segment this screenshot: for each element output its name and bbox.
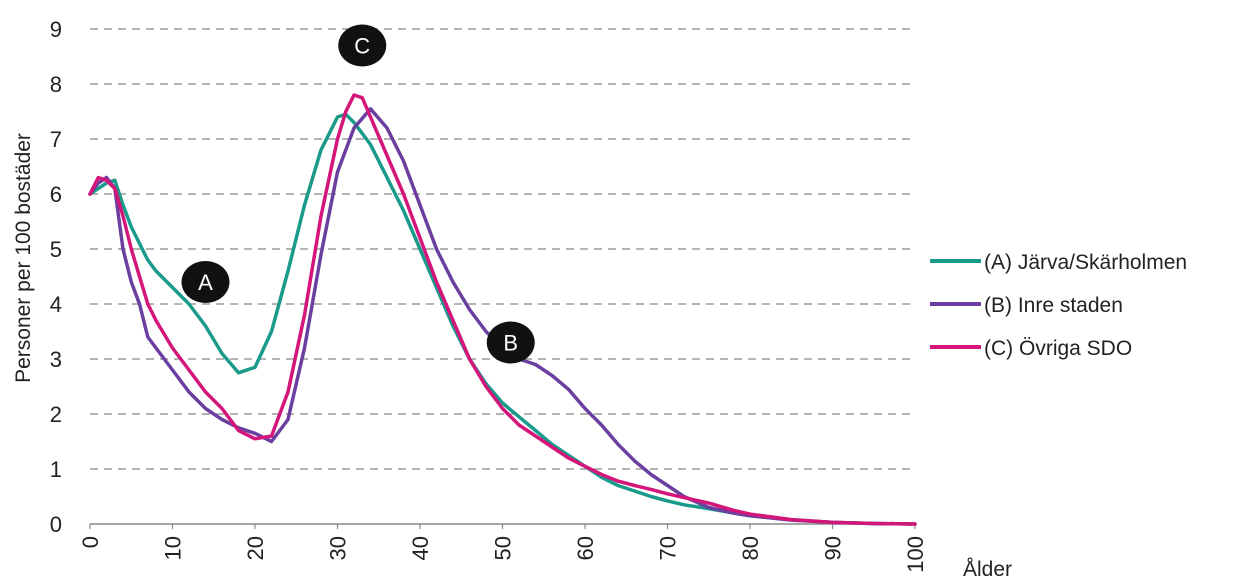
x-tick-labels: 0 10 20 30 40 50 60 70 80 90 100 [78,524,928,573]
series-line-c [88,93,917,526]
annotation-marker [181,261,230,303]
x-axis-title: Ålder [963,558,1012,581]
annotation-label: B [503,331,518,356]
grid-lines [90,28,915,470]
y-tick-label: 2 [50,402,62,427]
y-axis-title: Personer per 100 bostäder [12,133,35,383]
y-tick-label: 9 [50,17,62,42]
y-tick-label: 4 [50,292,62,317]
x-tick-label: 50 [491,536,516,560]
y-tick-label: 6 [50,182,62,207]
x-tick-label: 80 [738,536,763,560]
legend-label: (C) Övriga SDO [984,337,1132,360]
x-tick-label: 30 [326,536,351,560]
legend-label: (A) Järva/Skärholmen [984,251,1187,274]
x-tick-label: 90 [821,536,846,560]
annotation-label: A [198,270,213,295]
x-tick-label: 60 [573,536,598,560]
annotation-marker [486,321,535,364]
series-lines [88,93,917,526]
y-tick-label: 8 [50,72,62,97]
legend-label: (B) Inre staden [984,294,1123,317]
x-tick-label: 20 [243,536,268,560]
y-tick-label: 7 [50,127,62,152]
x-tick-label: 10 [161,536,186,560]
x-tick-label: 70 [656,536,681,560]
series-line-b [88,107,917,526]
legend: (A) Järva/Skärholmen (B) Inre staden (C) Ö… [930,251,1187,360]
x-tick-label: 100 [903,536,928,573]
series-line-a [88,112,917,526]
annotation-label: C [354,34,370,59]
y-tick-label: 5 [50,237,62,262]
y-tick-label: 0 [50,512,62,537]
x-tick-label: 0 [78,536,103,548]
y-tick-label: 1 [50,457,62,482]
y-tick-label: 3 [50,347,62,372]
y-tick-labels: 0 1 2 3 4 5 6 7 8 9 [50,17,62,537]
annotation-marker [338,24,387,67]
x-tick-label: 40 [408,536,433,560]
annotations: A B C [181,24,535,364]
